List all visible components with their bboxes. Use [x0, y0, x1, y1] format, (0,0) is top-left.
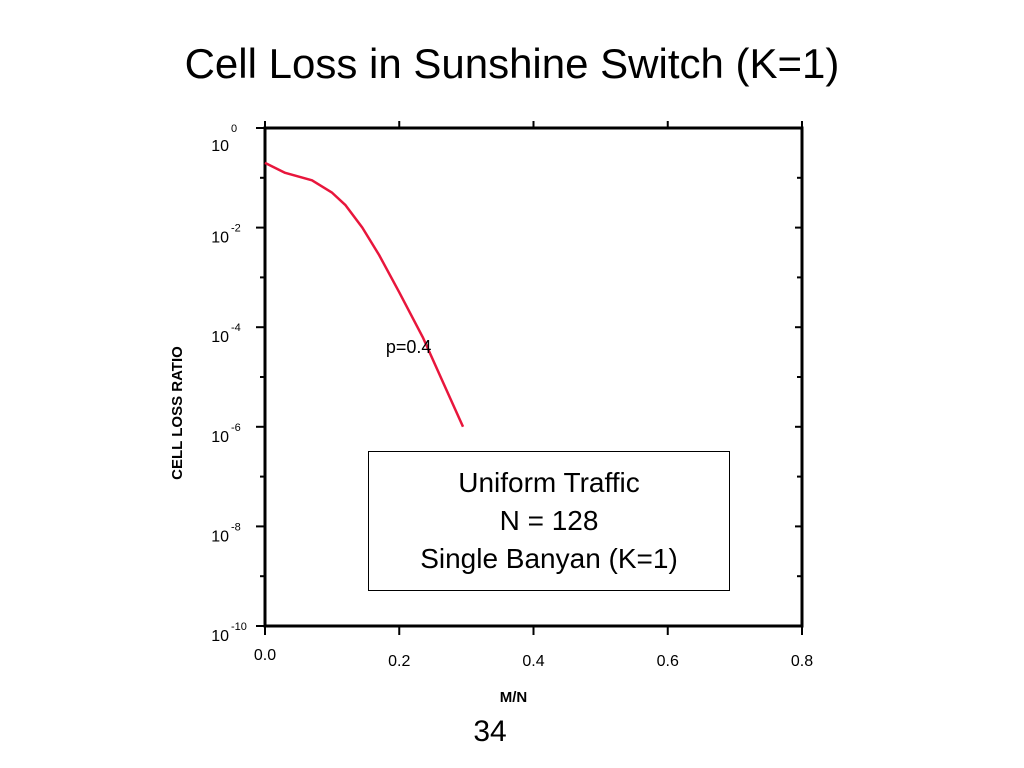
y-tick-label: 10 [211, 230, 229, 247]
x-tick-label: 0.4 [522, 653, 544, 670]
x-tick-label: 0.8 [791, 653, 813, 670]
x-tick-label: 0.2 [388, 653, 410, 670]
slide-number: 34 [473, 715, 507, 748]
y-tick-label: 10 [211, 138, 229, 155]
x-tick-label: 0.6 [657, 653, 679, 670]
y-tick-label: 10 [211, 628, 229, 645]
series-annotation: p=0.4 [386, 337, 432, 357]
y-tick-exponent: -10 [231, 621, 247, 633]
x-axis-label: M/N [500, 689, 528, 706]
y-tick-label: 10 [211, 429, 229, 446]
info-box: Uniform Traffic N = 128 Single Banyan (K… [368, 451, 730, 591]
y-tick-label: 10 [211, 329, 229, 346]
y-tick-label: 10 [211, 528, 229, 545]
y-tick-exponent: -2 [231, 223, 241, 235]
info-box-line-network: Single Banyan (K=1) [420, 543, 678, 574]
y-tick-exponent: -6 [231, 422, 241, 434]
y-tick-exponent: -8 [231, 521, 241, 533]
y-axis-label: CELL LOSS RATIO [169, 346, 186, 480]
info-box-line-size: N = 128 [499, 505, 599, 536]
y-tick-exponent: -4 [231, 322, 241, 334]
info-box-line-traffic: Uniform Traffic [458, 467, 640, 498]
series-line-p04 [264, 161, 465, 428]
y-tick-exponent: 0 [231, 123, 237, 135]
slide-title: Cell Loss in Sunshine Switch (K=1) [184, 40, 840, 87]
x-tick-label: 0.0 [254, 647, 276, 664]
